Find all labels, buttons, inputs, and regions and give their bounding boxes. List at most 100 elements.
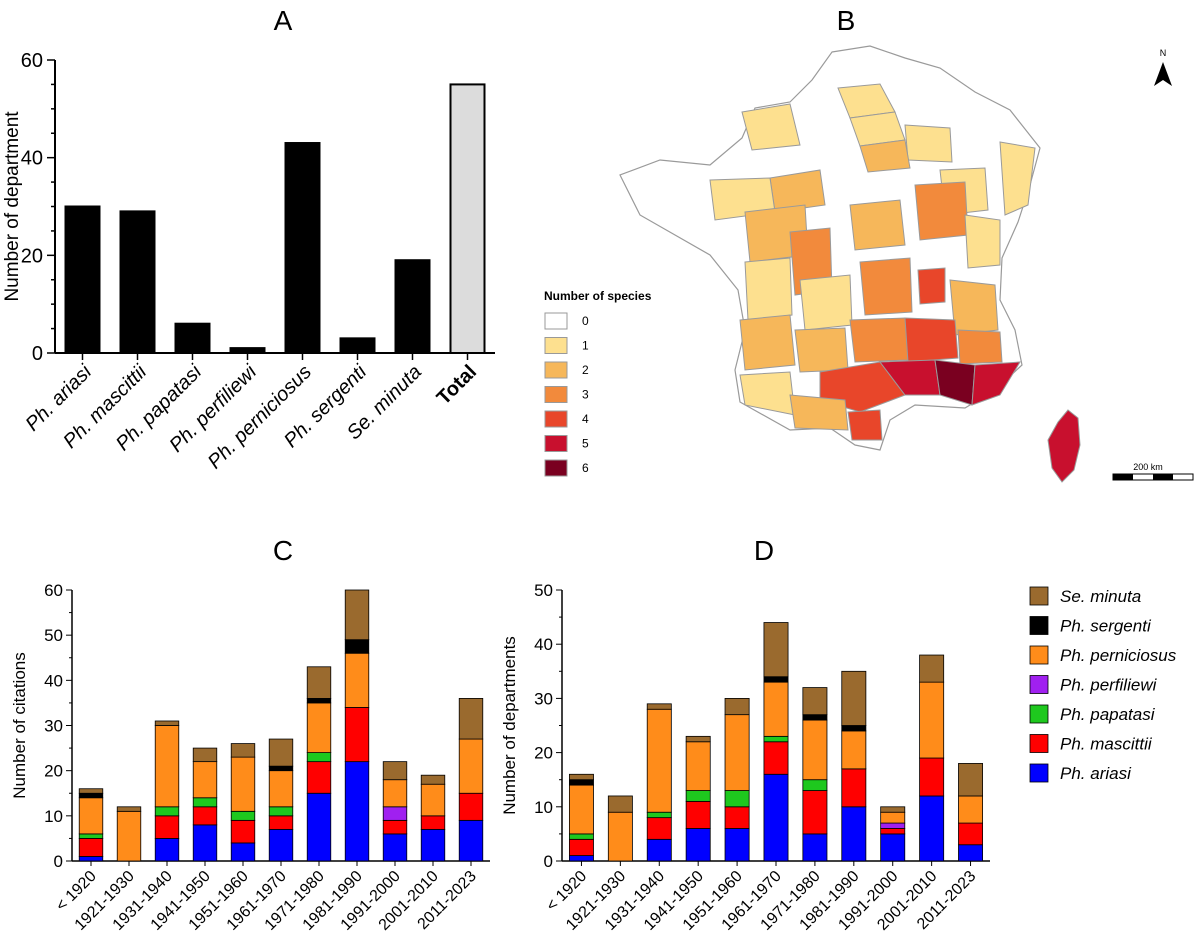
bar-segment-ph-mascittii-1941-1950 — [685, 800, 711, 829]
y-tick-label: 30 — [534, 689, 553, 708]
bar-segment-se-minuta-1951-1960 — [230, 743, 256, 758]
bar-segment-se-minuta-1971-1980 — [802, 687, 828, 716]
bar-segment-ph-mascittii-1920 — [568, 838, 594, 856]
bar-segment-ph-papatasi-1951-1960 — [724, 790, 750, 808]
bar-segment-ph-perniciosus-1981-1990 — [344, 652, 370, 708]
svg-text:N: N — [1160, 48, 1167, 58]
y-tick-label: 20 — [534, 744, 553, 763]
bar-segment-ph-mascittii-1941-1950 — [192, 806, 218, 826]
bar-segment-ph-papatasi-1941-1950 — [192, 797, 218, 808]
bar-segment-se-minuta-1991-2000 — [382, 761, 408, 781]
bar-segment-ph-perniciosus-2001-2010 — [420, 783, 446, 817]
map-legend-label-4: 4 — [582, 412, 589, 426]
y-tick-label: 50 — [44, 626, 63, 645]
panel-label-b: B — [837, 5, 856, 36]
bar-segment-ph-mascittii-1961-1970 — [268, 815, 294, 830]
bar-segment-ph-mascittii-1991-2000 — [382, 819, 408, 835]
bar-segment-ph-ariasi-1920 — [78, 856, 104, 862]
bar-segment-ph-ariasi-1941-1950 — [192, 824, 218, 862]
y-tick-label: 20 — [44, 762, 63, 781]
bar-segment-ph-papatasi-1971-1980 — [306, 752, 332, 763]
bar-segment-ph-perniciosus-1931-1940 — [646, 708, 672, 813]
bar-ph-sergenti — [339, 337, 376, 355]
bar-segment-ph-perniciosus-1991-2000 — [382, 779, 408, 808]
scale-bar-label: 200 km — [1133, 462, 1163, 472]
region-north-3 — [904, 124, 953, 163]
legend-label-ph-perniciosus: Ph. perniciosus — [1060, 646, 1177, 665]
bar-segment-ph-sergenti-1920 — [78, 792, 104, 799]
bar-ph-mascittii — [119, 210, 156, 354]
bar-segment-ph-papatasi-1951-1960 — [230, 810, 256, 821]
bar-segment-ph-ariasi-2001-2010 — [420, 828, 446, 862]
bar-segment-ph-papatasi-1920 — [78, 833, 104, 839]
x-tick-label-total: Total — [433, 361, 481, 409]
y-axis-title: Number of citations — [10, 652, 29, 798]
bar-segment-se-minuta-2011-2023 — [458, 698, 484, 740]
bar-segment-ph-sergenti-1971-1980 — [306, 698, 332, 704]
bar-segment-se-minuta-1981-1990 — [344, 589, 370, 641]
legend-label-ph-sergenti: Ph. sergenti — [1060, 617, 1152, 636]
y-axis-title: Number of department — [2, 111, 23, 302]
bar-segment-ph-ariasi-1981-1990 — [841, 806, 867, 862]
bar-segment-ph-ariasi-1920 — [568, 855, 594, 862]
bar-segment-se-minuta-1981-1990 — [841, 670, 867, 726]
bar-segment-ph-perfiliewi-1991-2000 — [382, 806, 408, 821]
y-tick-label: 20 — [21, 245, 43, 267]
region-south-1 — [849, 317, 909, 363]
bar-segment-ph-perniciosus-1920 — [78, 797, 104, 835]
bar-segment-se-minuta-1921-1930 — [116, 806, 142, 812]
bar-segment-ph-ariasi-2001-2010 — [919, 795, 945, 862]
bar-segment-ph-ariasi-1961-1970 — [763, 773, 789, 862]
y-tick-label: 0 — [32, 343, 43, 365]
bar-segment-se-minuta-1941-1950 — [685, 735, 711, 743]
bar-segment-ph-perniciosus-2011-2023 — [958, 795, 984, 824]
bar-segment-se-minuta-1951-1960 — [724, 698, 750, 716]
y-tick-label: 0 — [544, 852, 553, 871]
bar-segment-ph-mascittii-1981-1990 — [344, 707, 370, 763]
legend-label-ph-mascittii: Ph. mascittii — [1060, 735, 1153, 754]
bar-segment-ph-mascittii-2011-2023 — [958, 822, 984, 846]
y-axis-title: Number of departments — [500, 636, 519, 815]
bar-segment-ph-perniciosus-1951-1960 — [230, 756, 256, 812]
panel-label-c: C — [273, 535, 293, 566]
bar-ph-papatasi — [174, 322, 211, 355]
bar-segment-ph-mascittii-1971-1980 — [802, 790, 828, 835]
map-legend-swatch-3 — [544, 386, 568, 403]
legend-label-ph-ariasi: Ph. ariasi — [1060, 764, 1132, 783]
bar-segment-se-minuta-1931-1940 — [154, 720, 180, 726]
y-tick-label: 40 — [534, 635, 553, 654]
bar-segment-ph-mascittii-1981-1990 — [841, 768, 867, 808]
bar-segment-ph-perniciosus-1941-1950 — [685, 741, 711, 791]
bar-segment-ph-ariasi-1971-1980 — [802, 833, 828, 862]
legend-swatch-ph-papatasi — [1029, 704, 1049, 724]
bar-segment-ph-perniciosus-1961-1970 — [268, 770, 294, 808]
bar-segment-ph-perniciosus-1941-1950 — [192, 761, 218, 799]
y-tick-label: 60 — [21, 50, 43, 72]
bar-segment-se-minuta-1931-1940 — [646, 703, 672, 710]
panel-label-a: A — [274, 5, 293, 36]
bar-segment-ph-sergenti-1971-1980 — [802, 714, 828, 721]
map-legend-swatch-6 — [544, 459, 568, 477]
region-center-3 — [799, 274, 853, 331]
bar-segment-se-minuta-1971-1980 — [306, 666, 332, 699]
y-tick-label: 40 — [44, 671, 63, 690]
north-arrow-icon: N — [1154, 48, 1172, 86]
bar-segment-ph-mascittii-1931-1940 — [154, 815, 180, 839]
region-pyrenees-1 — [739, 371, 796, 416]
legend-swatch-ph-perfiliewi — [1029, 675, 1049, 694]
bar-ph-perniciosus — [284, 142, 321, 354]
bar-segment-ph-ariasi-1981-1990 — [344, 761, 370, 862]
region-east-2 — [914, 181, 969, 241]
bar-segment-ph-perfiliewi-1991-2000 — [880, 822, 906, 829]
bar-segment-se-minuta-2001-2010 — [919, 654, 945, 683]
bar-segment-se-minuta-1961-1970 — [268, 738, 294, 767]
bar-ph-perfiliewi — [229, 347, 266, 355]
bar-segment-ph-papatasi-1920 — [568, 833, 594, 840]
region-northwest-1 — [741, 103, 801, 151]
bar-segment-ph-papatasi-1961-1970 — [268, 806, 294, 817]
bar-segment-ph-papatasi-1931-1940 — [154, 806, 180, 817]
region-north-4 — [859, 139, 911, 173]
bar-segment-ph-perniciosus-2011-2023 — [458, 738, 484, 794]
